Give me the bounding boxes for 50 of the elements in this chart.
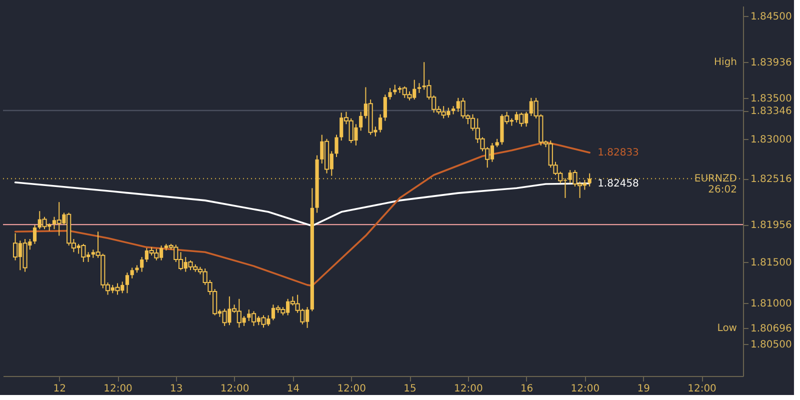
annotation: High [714,57,737,68]
x-tick-label: 12:00 [337,384,366,394]
x-tick-label: 14 [286,384,300,394]
candlestick [42,216,47,230]
y-tick-label: 1.84500 [750,11,792,22]
candlestick [383,94,387,122]
candlestick [222,308,227,326]
y-tick-label: 1.80696 [750,323,792,334]
candlestick [140,256,144,272]
candlestick [13,232,18,261]
candlestick [378,114,382,133]
candlestick [125,272,130,294]
x-tick-label: 12:00 [570,384,600,394]
y-tick-label: 1.81000 [750,298,792,310]
candlestick [81,243,86,262]
data-label: 1.82458 [598,178,639,190]
candlestick [519,112,524,128]
annotation: Low [717,322,737,334]
x-tick-label: 16 [520,384,534,394]
candlestick [130,267,134,279]
y-tick-label: 1.81500 [750,257,792,268]
x-tick-label: 12:00 [104,384,132,394]
candlestick [334,134,338,158]
y-tick-label: 1.83000 [750,134,792,146]
data-label: 1.82833 [598,148,639,159]
candlestick [261,314,266,328]
candlestick [115,282,120,296]
candlestick [588,172,592,187]
x-tick-label: 19 [637,384,650,394]
annotation: EURNZD [694,174,738,185]
x-tick-label: 12:00 [688,384,716,394]
candlestick [417,82,422,94]
y-tick-label: 1.83500 [750,93,792,104]
x-tick-label: 13 [170,384,183,394]
x-tick-label: 12 [53,384,66,394]
candlestick [251,310,256,326]
y-tick-label: 1.83936 [750,58,792,69]
x-tick-label: 12:00 [454,384,483,394]
annotation: 26:02 [708,184,737,196]
x-tick-label: 15 [404,384,416,394]
candlestick [359,111,363,132]
candlestick [388,88,392,100]
candlestick [393,84,397,96]
y-tick-label: 1.80500 [750,340,792,351]
line-series [14,141,590,287]
x-tick-label: 12:00 [220,384,250,394]
y-tick-label: 1.82516 [750,174,792,186]
candlestick [32,224,37,244]
y-tick-label: 1.81956 [750,220,792,232]
y-tick-label: 1.83346 [750,106,792,118]
